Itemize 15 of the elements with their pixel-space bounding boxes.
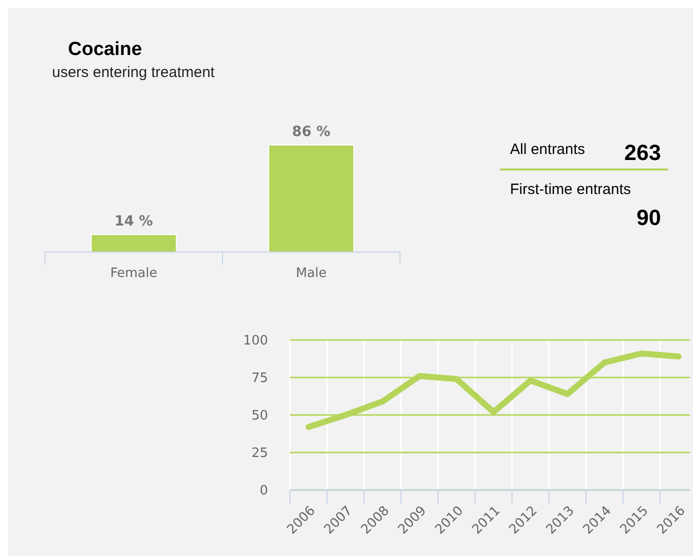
text: 90 (636, 205, 661, 230)
y-tick-label: 0 (260, 484, 268, 499)
x-tick-label: Female (110, 266, 158, 281)
y-tick-label: 100 (243, 334, 268, 349)
text: First-time entrants (510, 181, 631, 198)
y-tick-label: 25 (251, 446, 268, 462)
chart-title: Cocaine (68, 39, 142, 60)
chart-subtitle: users entering treatment (52, 64, 216, 81)
data-label: 86 % (292, 124, 330, 140)
text: All entrants (510, 141, 586, 158)
y-tick-label: 75 (251, 371, 268, 386)
text: 263 (624, 140, 661, 165)
y-tick-label: 50 (251, 408, 268, 424)
data-label: 14 % (114, 214, 153, 230)
x-tick-label: Male (296, 266, 327, 281)
